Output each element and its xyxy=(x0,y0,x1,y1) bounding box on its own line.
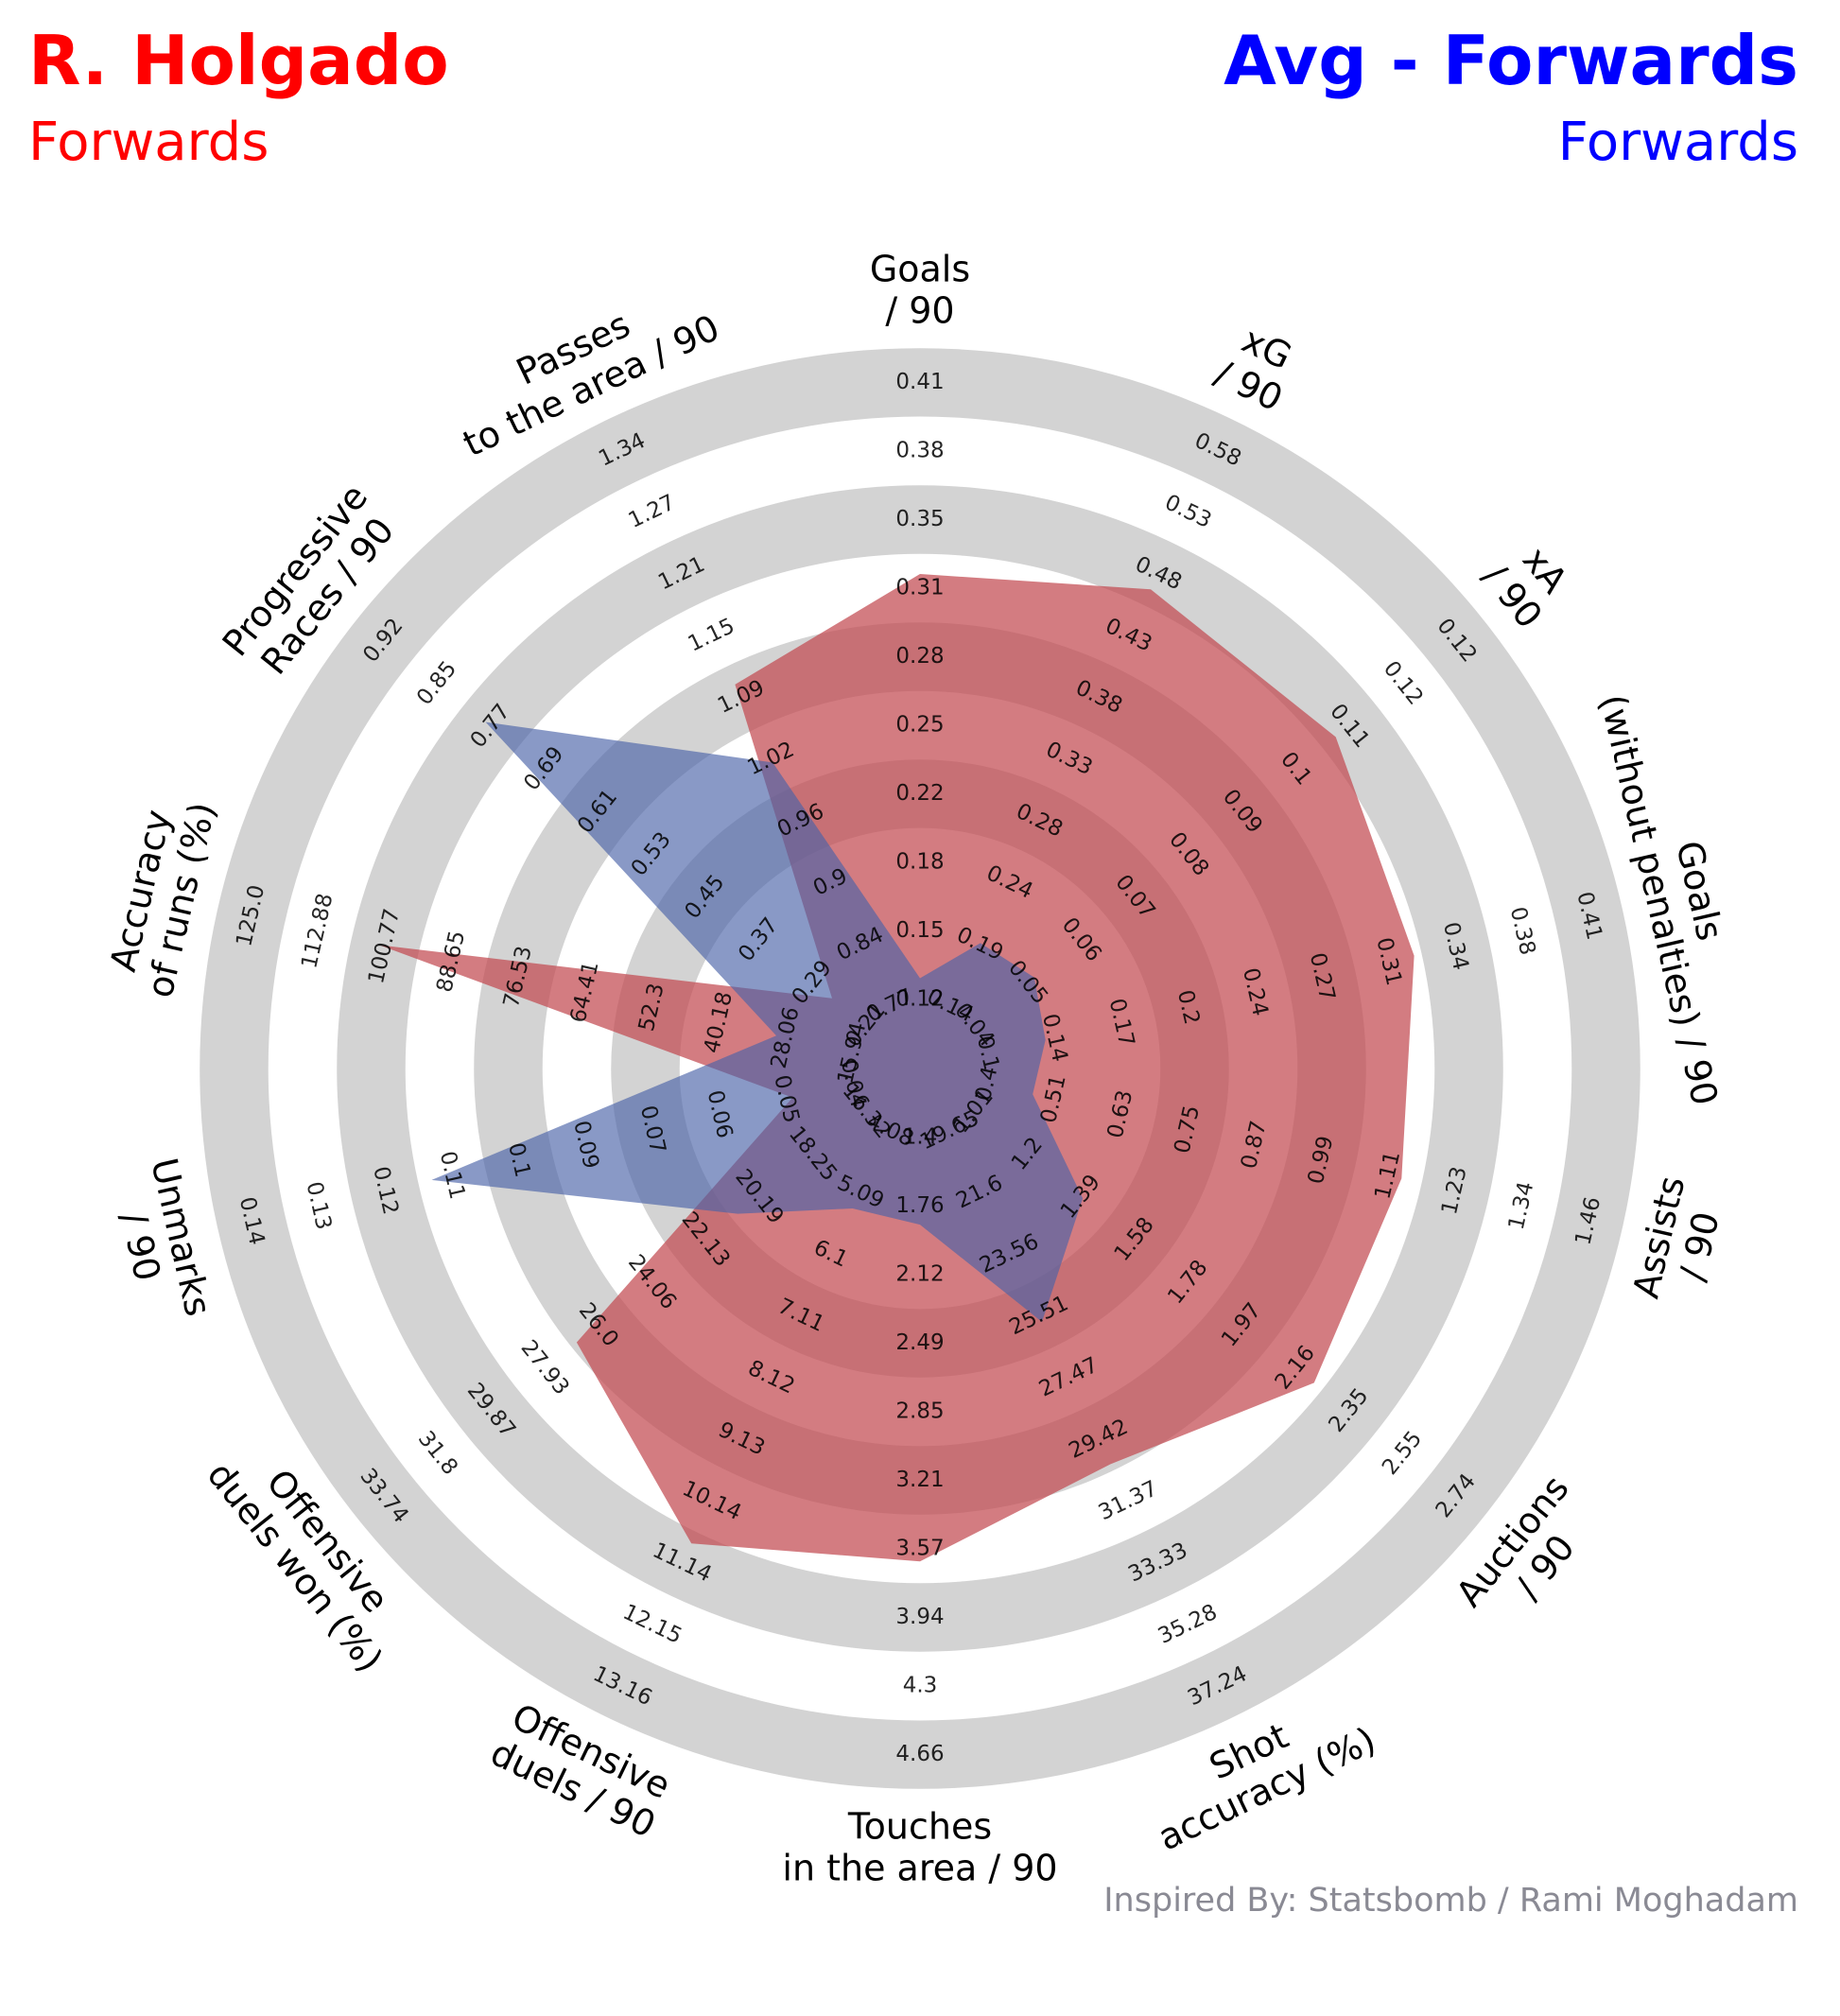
tick-label-axis7-1: 1.76 xyxy=(895,1193,944,1218)
tick-label-axis7-3: 2.49 xyxy=(895,1330,944,1355)
tick-label-axis7-4: 2.85 xyxy=(895,1399,944,1424)
tick-label-axis2-8: 0.12 xyxy=(1379,656,1428,709)
tick-label-axis9-6: 27.93 xyxy=(515,1336,573,1400)
tick-label-axis0-1: 0.15 xyxy=(895,918,944,943)
tick-label-axis0-4: 0.25 xyxy=(895,713,944,738)
tick-label-axis7-8: 4.3 xyxy=(903,1674,938,1698)
tick-label-axis6-6: 31.37 xyxy=(1095,1476,1162,1525)
tick-label-axis1-8: 0.53 xyxy=(1161,490,1215,533)
player-position-subtitle: Forwards xyxy=(28,112,269,173)
tick-label-axis7-2: 2.12 xyxy=(895,1262,944,1287)
tick-label-axis0-0: 0.12 xyxy=(895,987,944,1012)
tick-label-axis7-0: 1.4 xyxy=(903,1125,938,1150)
tick-label-axis5-8: 2.55 xyxy=(1378,1427,1427,1480)
tick-label-axis0-9: 0.41 xyxy=(895,370,944,394)
category-label-7: Touches in the area / 90 xyxy=(782,1806,1057,1889)
tick-label-axis6-8: 35.28 xyxy=(1154,1600,1222,1649)
category-label-1: xG/ 90 xyxy=(1208,315,1307,420)
credit-text: Inspired By: Statsbomb / Rami Moghadam xyxy=(1103,1882,1798,1920)
tick-label-axis10-8: 0.13 xyxy=(302,1179,337,1232)
tick-label-axis0-2: 0.18 xyxy=(895,850,944,875)
tick-label-axis0-3: 0.22 xyxy=(895,781,944,806)
tick-label-axis0-5: 0.28 xyxy=(895,644,944,669)
tick-label-axis0-6: 0.31 xyxy=(895,576,944,600)
tick-label-axis11-8: 112.88 xyxy=(297,891,338,970)
compare-position-subtitle: Forwards xyxy=(1557,112,1798,173)
player-name-title: R. Holgado xyxy=(28,21,449,100)
tick-label-axis3-8: 0.38 xyxy=(1505,905,1540,958)
category-label-0: Goals/ 90 xyxy=(870,249,970,332)
tick-label-axis7-9: 4.66 xyxy=(895,1742,944,1766)
tick-label-axis7-7: 3.94 xyxy=(895,1605,944,1629)
tick-label-axis9-8: 31.8 xyxy=(413,1427,462,1480)
tick-label-axis10-6: 0.11 xyxy=(435,1149,470,1202)
category-label-10: Unmarks/ 90 xyxy=(102,1155,219,1330)
tick-label-axis0-7: 0.35 xyxy=(895,507,944,531)
category-label-11: Accuracyof runs (%) xyxy=(98,790,224,1001)
tick-label-axis12-8: 0.85 xyxy=(412,656,461,709)
tick-label-axis8-8: 12.15 xyxy=(619,1600,686,1649)
tick-label-axis13-8: 1.27 xyxy=(625,490,679,533)
category-label-2: xA/ 90 xyxy=(1475,530,1583,636)
tick-label-axis7-5: 3.21 xyxy=(895,1468,944,1492)
compare-name-title: Avg - Forwards xyxy=(1224,21,1798,100)
tick-label-axis7-6: 3.57 xyxy=(895,1537,944,1561)
tick-label-axis0-8: 0.38 xyxy=(895,439,944,463)
tick-label-axis4-8: 1.34 xyxy=(1504,1179,1539,1232)
category-label-4: Assists/ 90 xyxy=(1624,1173,1733,1312)
series-average-area xyxy=(431,721,1084,1322)
tick-label-axis13-6: 1.15 xyxy=(685,614,738,657)
